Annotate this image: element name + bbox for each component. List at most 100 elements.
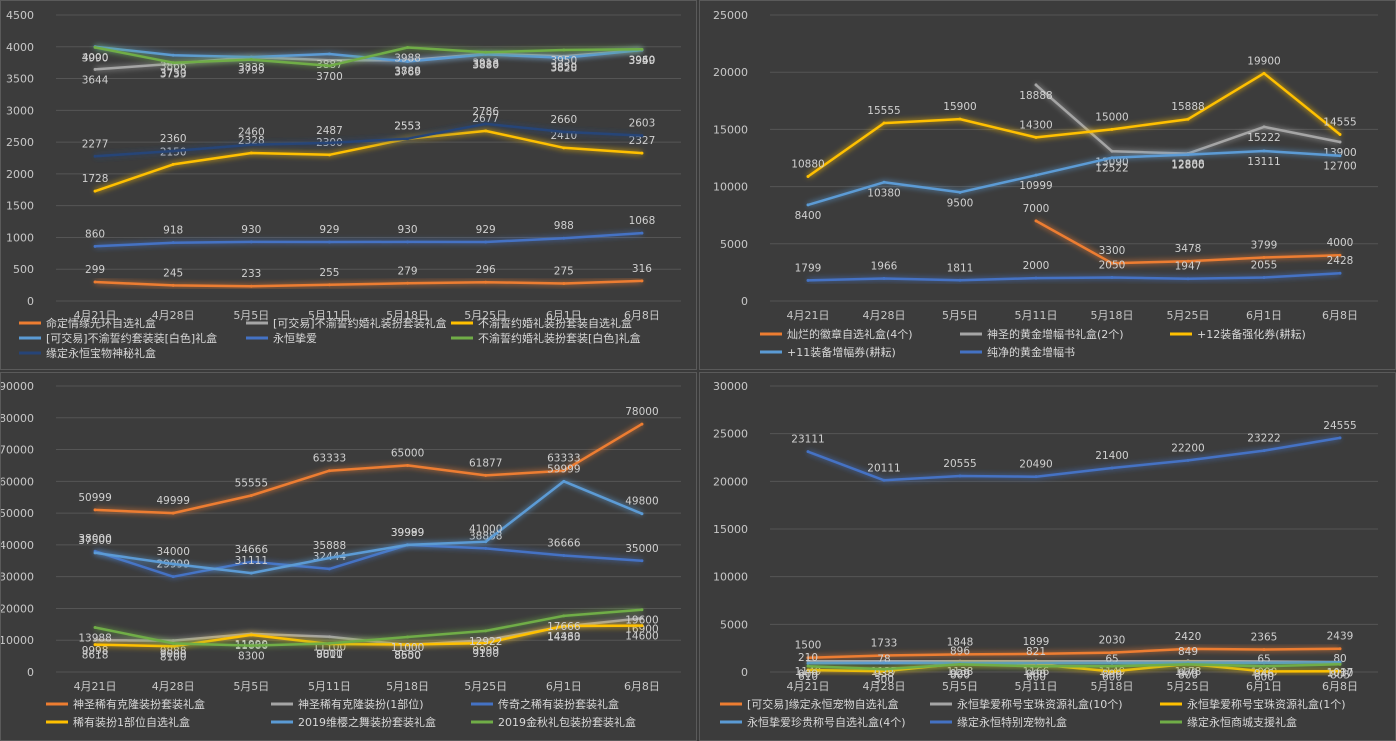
data-point <box>171 562 175 566</box>
data-point <box>1034 83 1038 87</box>
series-line <box>807 271 1341 282</box>
data-label: 3888 <box>472 59 499 71</box>
legend-entry: 永恒挚爱珍贵称号自选礼盒(4个) <box>747 715 906 729</box>
data-label: 19600 <box>625 615 658 627</box>
series-line <box>1035 219 1341 265</box>
data-point <box>1186 647 1190 651</box>
y-tick-label: 3500 <box>6 73 34 86</box>
data-point <box>562 624 566 628</box>
y-tick-label: 4500 <box>6 9 34 22</box>
data-label: 4000 <box>1327 237 1354 249</box>
data-point <box>1110 466 1114 470</box>
data-point <box>806 659 810 663</box>
data-point <box>93 643 97 647</box>
legend-entry: +11装备增幅券(耕耘) <box>787 345 896 359</box>
data-point <box>484 473 488 477</box>
x-tick-label: 4月28日 <box>863 309 906 322</box>
data-label: 909 <box>798 668 818 680</box>
data-point <box>249 633 253 637</box>
legend-entry: [可交易]缘定永恒宠物自选礼盒 <box>747 697 899 711</box>
data-label: 600 <box>1254 671 1274 683</box>
data-point <box>249 284 253 288</box>
legend-entry: 永恒挚爱称号宝珠资源礼盒(1个) <box>1187 697 1346 711</box>
data-label: 896 <box>950 645 970 657</box>
data-point <box>1034 664 1038 668</box>
x-tick-label: 5月11日 <box>1015 309 1058 322</box>
data-point <box>1034 475 1038 479</box>
chart-1: 0 500 1000 1500 2000 2500 3000 3500 4000 4500 4月21… <box>6 9 681 360</box>
data-label: 275 <box>554 266 574 278</box>
data-point <box>1110 651 1114 655</box>
data-label: 918 <box>163 225 183 237</box>
data-label: 2277 <box>82 138 109 150</box>
data-label: 1178 <box>1175 666 1202 678</box>
series-line <box>94 129 642 193</box>
data-point <box>1262 661 1266 665</box>
series-line <box>807 659 1341 664</box>
data-label: 65000 <box>391 447 424 459</box>
data-point <box>640 151 644 155</box>
data-point <box>1034 135 1038 139</box>
data-point <box>1338 647 1342 651</box>
series-line <box>94 543 642 578</box>
data-label: 31111 <box>235 555 268 567</box>
data-label: 3838 <box>238 62 265 74</box>
data-point <box>1262 125 1266 129</box>
data-point <box>562 146 566 150</box>
data-point <box>882 653 886 657</box>
data-label: 2428 <box>1327 255 1354 267</box>
legend-entry: 神圣稀有克隆装扮(1部位) <box>298 697 424 711</box>
data-label: 279 <box>398 265 418 277</box>
data-point <box>882 667 886 671</box>
data-label: 2365 <box>1251 631 1278 643</box>
legend-entry: 永恒挚爱 <box>273 331 317 345</box>
data-label: 1037 <box>1327 667 1354 679</box>
chart-4: 0 5000 10000 15000 20000 25000 30000 4月21日 4月28日… <box>713 380 1378 729</box>
data-point <box>640 624 644 628</box>
data-label: 929 <box>950 668 970 680</box>
data-label: 55555 <box>235 477 268 489</box>
data-point <box>484 50 488 54</box>
data-point <box>93 638 97 642</box>
data-point <box>1110 664 1114 668</box>
x-tick-label: 6月1日 <box>1246 309 1282 322</box>
data-label: 210 <box>798 652 818 664</box>
data-label: 3769 <box>394 66 421 78</box>
data-label: 800 <box>1178 669 1198 681</box>
data-label: 2030 <box>1099 635 1126 647</box>
data-point <box>958 190 962 194</box>
data-label: 316 <box>632 263 652 275</box>
data-label: 22200 <box>1171 442 1204 454</box>
chart-panel-4: 0 5000 10000 15000 20000 25000 30000 4月21日 4月28日… <box>699 372 1396 741</box>
data-label: 2553 <box>394 121 421 133</box>
data-label: 1799 <box>795 262 822 274</box>
data-label: 610 <box>798 671 818 683</box>
data-label: 3300 <box>1099 245 1126 257</box>
data-label: 900 <box>1026 668 1046 680</box>
data-label: 2050 <box>1099 260 1126 272</box>
data-point <box>562 479 566 483</box>
data-point <box>249 644 253 648</box>
data-label: 38000 <box>78 533 111 545</box>
data-point <box>406 46 410 50</box>
data-point <box>249 58 253 62</box>
data-label: 2420 <box>1175 631 1202 643</box>
y-tick-label: 40000 <box>1 539 34 552</box>
data-point <box>171 241 175 245</box>
y-tick-label: 50000 <box>1 507 34 520</box>
data-point <box>484 638 488 642</box>
y-tick-label: 25000 <box>713 428 748 441</box>
data-point <box>1338 154 1342 158</box>
data-label: 39989 <box>391 527 424 539</box>
data-label: 23111 <box>791 434 824 446</box>
data-label: 1947 <box>1175 261 1202 273</box>
data-point <box>562 469 566 473</box>
data-label: 296 <box>476 264 496 276</box>
data-label: 8618 <box>82 650 109 662</box>
x-tick-label: 5月18日 <box>1091 680 1134 693</box>
data-label: 3799 <box>238 65 265 77</box>
data-label: 15222 <box>1247 132 1280 144</box>
data-label: 14460 <box>547 631 580 643</box>
data-label: 12922 <box>469 636 502 648</box>
data-point <box>249 571 253 575</box>
